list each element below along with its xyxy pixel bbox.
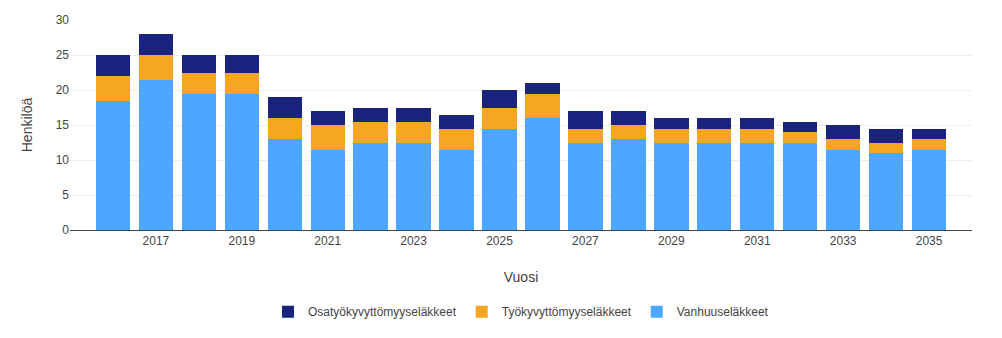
svg-text:0: 0 bbox=[62, 223, 69, 237]
svg-text:2031: 2031 bbox=[744, 234, 771, 248]
svg-text:Työkyvyttömyyseläkkeet: Työkyvyttömyyseläkkeet bbox=[502, 305, 632, 319]
svg-text:2025: 2025 bbox=[486, 234, 513, 248]
svg-text:Vanhuuseläkkeet: Vanhuuseläkkeet bbox=[677, 305, 769, 319]
svg-text:30: 30 bbox=[56, 13, 70, 27]
svg-text:2029: 2029 bbox=[658, 234, 685, 248]
svg-text:2035: 2035 bbox=[916, 234, 943, 248]
svg-text:2033: 2033 bbox=[830, 234, 857, 248]
svg-text:15: 15 bbox=[56, 118, 70, 132]
svg-text:20: 20 bbox=[56, 83, 70, 97]
svg-text:25: 25 bbox=[56, 48, 70, 62]
svg-text:Henkilöä: Henkilöä bbox=[19, 98, 35, 153]
svg-text:2017: 2017 bbox=[143, 234, 170, 248]
svg-text:10: 10 bbox=[56, 153, 70, 167]
svg-text:2021: 2021 bbox=[314, 234, 341, 248]
svg-text:2023: 2023 bbox=[400, 234, 427, 248]
svg-text:5: 5 bbox=[62, 188, 69, 202]
svg-text:Osatyökyvyttömyyseläkkeet: Osatyökyvyttömyyseläkkeet bbox=[308, 305, 457, 319]
svg-text:2027: 2027 bbox=[572, 234, 599, 248]
svg-text:2019: 2019 bbox=[228, 234, 255, 248]
svg-text:Vuosi: Vuosi bbox=[504, 269, 539, 285]
